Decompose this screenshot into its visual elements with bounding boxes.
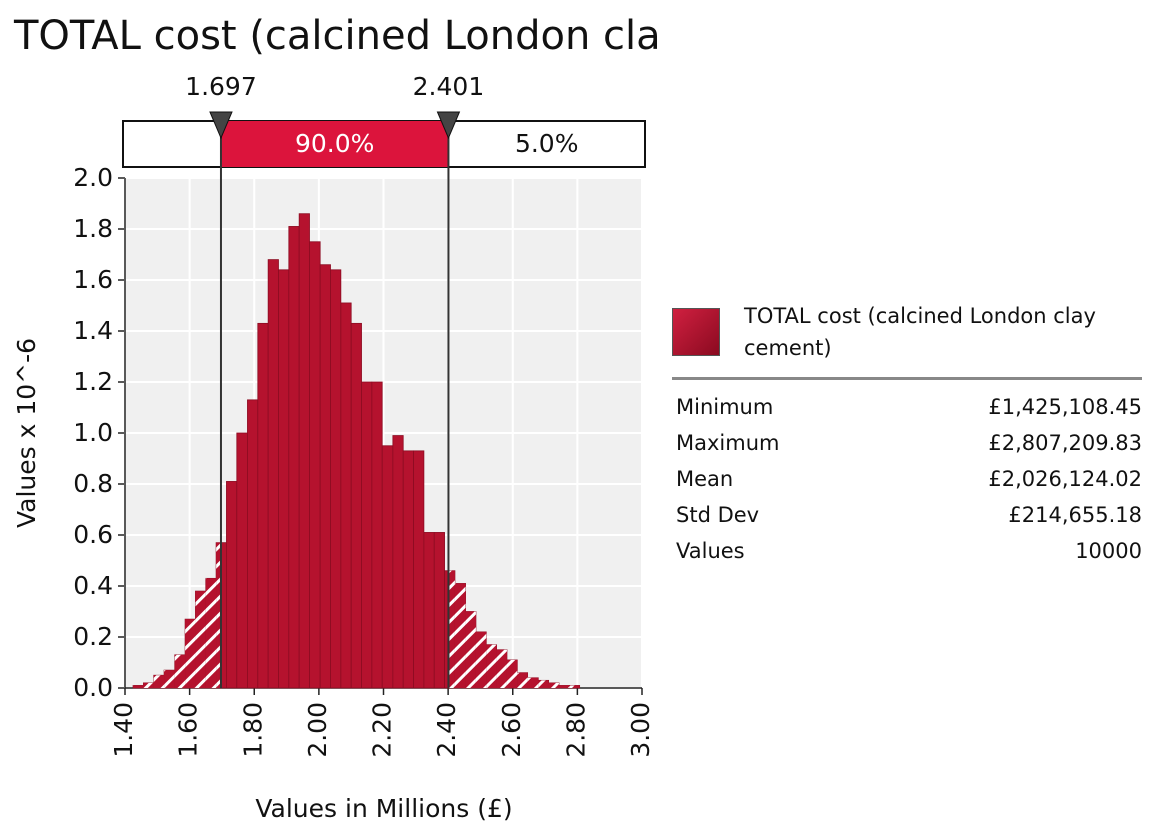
chart-title: TOTAL cost (calcined London clay cement) xyxy=(13,13,660,59)
y-tick-label: 0.6 xyxy=(73,520,113,549)
x-tick-label: 2.40 xyxy=(432,702,461,758)
stat-value: £1,425,108.45 xyxy=(988,395,1142,419)
x-tick-label: 1.40 xyxy=(109,702,138,758)
stat-row: Maximum £2,807,209.83 xyxy=(676,425,1142,461)
bar xyxy=(257,322,269,689)
x-tick-label: 2.00 xyxy=(303,702,332,758)
y-tick-label: 0.0 xyxy=(73,673,113,702)
bar xyxy=(309,241,321,689)
y-tick-label: 1.8 xyxy=(73,214,113,243)
bar xyxy=(433,532,445,689)
bar xyxy=(381,445,394,689)
bar xyxy=(298,213,310,689)
bar xyxy=(350,322,362,689)
bar xyxy=(236,432,248,689)
stat-row: Minimum £1,425,108.45 xyxy=(676,389,1142,425)
y-tick-label: 0.2 xyxy=(73,622,113,651)
y-tick-label: 1.6 xyxy=(73,265,113,294)
bar xyxy=(319,264,331,689)
y-tick-label: 1.2 xyxy=(73,367,113,396)
stat-value: £214,655.18 xyxy=(1008,503,1142,527)
y-tick-label: 0.4 xyxy=(73,571,113,600)
legend-swatch xyxy=(672,308,720,356)
bar xyxy=(340,302,352,689)
marker-label: 2.401 xyxy=(413,72,485,101)
bar xyxy=(330,269,342,689)
stat-value: £2,807,209.83 xyxy=(988,431,1142,455)
bar xyxy=(402,450,414,689)
y-tick-label: 2.0 xyxy=(73,163,113,192)
y-tick-label: 1.0 xyxy=(73,418,113,447)
stat-value: £2,026,124.02 xyxy=(988,467,1142,491)
bar xyxy=(423,532,435,689)
stat-label: Mean xyxy=(676,467,734,491)
band-label: 90.0% xyxy=(295,129,374,158)
stat-label: Values xyxy=(676,539,745,563)
bar xyxy=(413,450,425,689)
stat-label: Maximum xyxy=(676,431,780,455)
x-axis-title: Values in Millions (£) xyxy=(255,794,512,823)
stat-row: Values 10000 xyxy=(676,533,1142,569)
x-tick-label: 2.80 xyxy=(561,702,590,758)
x-tick-label: 3.00 xyxy=(626,702,655,758)
marker-handle xyxy=(209,111,233,140)
x-tick-label: 1.60 xyxy=(174,702,203,758)
band-middle xyxy=(220,121,449,167)
bar xyxy=(267,259,279,689)
legend-separator xyxy=(672,377,1142,380)
legend-label: TOTAL cost (calcined London clay cement) xyxy=(744,304,1096,360)
stat-value: 10000 xyxy=(1075,539,1142,563)
y-tick-label: 0.8 xyxy=(73,469,113,498)
bar xyxy=(361,381,373,689)
stat-label: Minimum xyxy=(676,395,774,419)
y-tick-label: 1.4 xyxy=(73,316,113,345)
marker-label: 1.697 xyxy=(185,72,257,101)
bar xyxy=(392,435,404,689)
stat-label: Std Dev xyxy=(676,503,760,527)
y-axis-title: Values x 10^-6 xyxy=(12,338,41,528)
bar xyxy=(226,481,238,689)
x-tick-label: 2.60 xyxy=(497,702,526,758)
bar xyxy=(247,399,259,689)
marker-handle xyxy=(436,111,461,140)
x-tick-label: 1.80 xyxy=(238,702,267,758)
stat-row: Std Dev £214,655.18 xyxy=(676,497,1142,533)
chart: TOTAL cost (calcined London clay cement)… xyxy=(12,13,660,823)
bar xyxy=(371,381,383,689)
stat-row: Mean £2,026,124.02 xyxy=(676,461,1142,497)
bar xyxy=(288,226,300,689)
x-tick-label: 2.20 xyxy=(368,702,397,758)
band-label: 5.0% xyxy=(515,129,579,158)
bar xyxy=(278,269,290,689)
